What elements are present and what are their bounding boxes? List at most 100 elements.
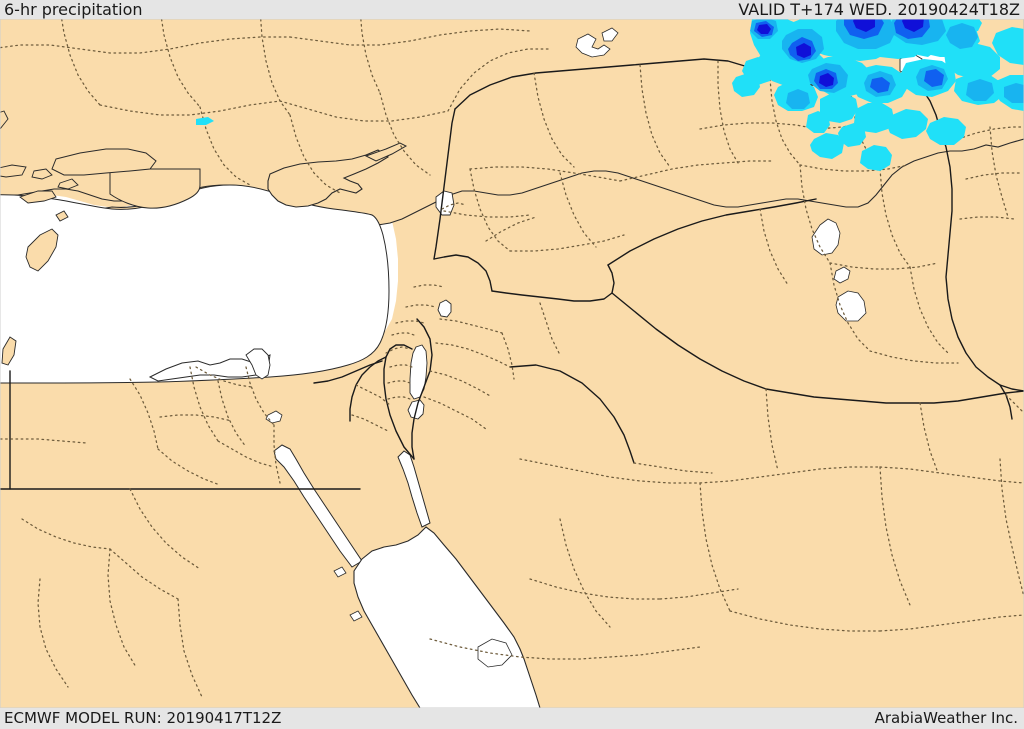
subborder-tr-3 xyxy=(61,19,101,106)
subborder-eg-15 xyxy=(177,598,203,698)
subborder-ir-3 xyxy=(959,216,1015,220)
subborder-sa-16 xyxy=(609,646,701,658)
island-cyprus-karpas xyxy=(364,142,408,162)
subborder-eg-11 xyxy=(21,518,111,550)
precip-mod-blob-9 xyxy=(786,89,810,109)
precip-layer-veryheavy xyxy=(757,19,924,87)
subborder-il-7 xyxy=(387,380,411,384)
subborder-sa-2 xyxy=(699,466,881,484)
precip-light-blob-21 xyxy=(732,73,760,97)
coast-notch-b xyxy=(349,610,363,622)
subborder-tr-6 xyxy=(360,19,381,94)
sea-mediterranean-body xyxy=(0,184,390,384)
subborder-iq-11 xyxy=(869,350,959,364)
lake-assad-east xyxy=(601,27,619,42)
subnational-borders xyxy=(0,19,1024,698)
subborder-tr-10 xyxy=(289,114,341,194)
border-iraq-iran xyxy=(939,128,1024,392)
subborder-eg-3 xyxy=(189,366,219,442)
subborder-iq-1 xyxy=(699,122,819,130)
subborder-eg-5 xyxy=(195,366,253,388)
subborder-eg-1 xyxy=(129,378,159,450)
valid-time-label: VALID T+174 WED. 20190424T18Z xyxy=(738,0,1020,19)
subborder-iq-10 xyxy=(909,266,951,356)
precip-light-blob-23 xyxy=(860,145,892,171)
border-saudi-iraq xyxy=(765,388,1024,404)
subborder-eg-9 xyxy=(159,414,233,422)
subborder-il-4 xyxy=(391,332,415,336)
coast-notch-a xyxy=(333,566,347,578)
subborder-il-3 xyxy=(395,320,425,324)
subborder-eg-14 xyxy=(107,548,137,668)
precip-light-blob-22 xyxy=(810,133,844,159)
border-turkey-syria xyxy=(454,58,765,110)
border-jordan-panhandle xyxy=(509,364,635,464)
precip-core-1 xyxy=(796,43,811,58)
precip-mod-blob-8 xyxy=(966,79,994,101)
subborder-ir-2 xyxy=(965,172,1021,180)
subborder-sa-8 xyxy=(559,518,611,628)
subborder-jo-2 xyxy=(435,342,511,368)
subborder-ir-1 xyxy=(957,126,1024,140)
precip-light-blob-20 xyxy=(806,111,830,133)
subborder-sy-5 xyxy=(717,60,739,164)
subborder-tr-7 xyxy=(99,100,281,116)
lake-tiberias xyxy=(437,299,452,318)
subborder-sy-6 xyxy=(469,168,511,252)
subborder-sy-7 xyxy=(509,234,625,252)
subborder-sinai-1 xyxy=(355,384,391,406)
subborder-lb-1 xyxy=(441,202,467,210)
subborder-eg-4 xyxy=(217,440,275,468)
subborder-tr-2 xyxy=(289,28,531,46)
subborder-eg-10 xyxy=(129,488,201,570)
island-small-b xyxy=(57,178,79,190)
precip-light-blob-16 xyxy=(854,103,894,133)
subborder-sy-9 xyxy=(443,210,531,218)
border-egypt-north xyxy=(313,360,383,384)
subborder-sy-10 xyxy=(485,216,537,242)
subborder-jo-6 xyxy=(539,302,561,356)
sea-nile-delta-coast xyxy=(148,354,271,382)
precip-core-3 xyxy=(902,19,924,32)
subborder-eg-6 xyxy=(217,380,247,448)
subborder-il-5 xyxy=(385,346,411,354)
subborder-sa-13 xyxy=(919,402,939,474)
island-small-c xyxy=(55,210,69,222)
precip-mod-blob-10 xyxy=(1004,83,1024,103)
sea-gulf-of-aqaba xyxy=(397,450,431,528)
island-karpathos xyxy=(1,336,17,366)
precip-mod-blob-4 xyxy=(946,23,978,49)
subborder-jo-4 xyxy=(423,396,487,430)
syria-lakes xyxy=(575,27,619,58)
precip-light-blob-15 xyxy=(820,93,858,123)
border-syria-iraq xyxy=(607,198,817,266)
subborder-jo-3 xyxy=(429,370,493,398)
precip-core-4 xyxy=(819,73,834,87)
subborder-il-6 xyxy=(389,364,413,368)
subborder-iq-7 xyxy=(879,168,911,268)
precip-light-blob-19 xyxy=(838,123,866,147)
island-cyprus xyxy=(267,149,390,208)
attribution-label: ArabiaWeather Inc. xyxy=(874,709,1018,727)
subborder-sa-1 xyxy=(519,458,701,484)
subborder-sa-7 xyxy=(879,614,1024,632)
lake-assad xyxy=(575,33,611,58)
border-egypt-sinai xyxy=(349,356,387,422)
subborder-il-8 xyxy=(387,396,411,400)
subborder-eg-16 xyxy=(0,438,87,444)
map-canvas[interactable] xyxy=(0,19,1024,708)
subborder-tr-11 xyxy=(379,92,431,176)
border-lebanon-east xyxy=(433,254,493,292)
subborder-tr-5 xyxy=(260,19,291,116)
subborder-il-2 xyxy=(405,304,437,308)
precip-light-blob-6 xyxy=(992,27,1024,65)
subborder-iq-12 xyxy=(759,208,789,286)
island-kos xyxy=(19,190,57,204)
subborder-sa-6 xyxy=(729,610,881,632)
footer-bar: ECMWF MODEL RUN: 20190417T12Z ArabiaWeat… xyxy=(0,708,1024,729)
subborder-eg-2 xyxy=(157,448,221,486)
subborder-eg-12 xyxy=(109,548,179,600)
red-sea-coastal-features xyxy=(333,566,513,668)
sea-suez-canal-inlet xyxy=(245,348,271,380)
